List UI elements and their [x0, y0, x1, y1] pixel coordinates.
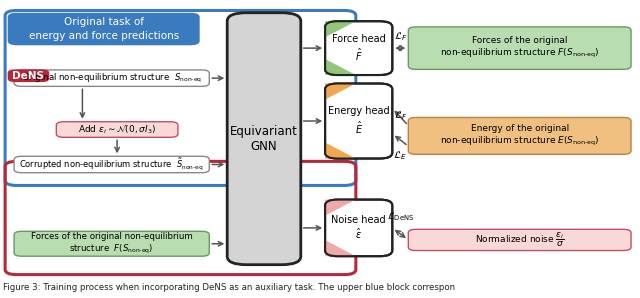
FancyBboxPatch shape: [14, 231, 209, 256]
Text: Figure 3: Training process when incorporating DeNS as an auxiliary task. The upp: Figure 3: Training process when incorpor…: [3, 283, 455, 292]
Text: $\mathcal{L}_{F}$: $\mathcal{L}_{F}$: [394, 109, 407, 122]
Text: Corrupted non-equilibrium structure  $\tilde{S}_{\mathrm{non\text{-}eq}}$: Corrupted non-equilibrium structure $\ti…: [19, 156, 204, 172]
Text: Energy of the original
non-equilibrium structure $E(S_{\mathrm{non\text{-}eq}})$: Energy of the original non-equilibrium s…: [440, 124, 600, 148]
FancyBboxPatch shape: [325, 200, 392, 256]
FancyBboxPatch shape: [408, 27, 631, 69]
Text: Forces of the original
non-equilibrium structure $F(S_{\mathrm{non\text{-}eq}})$: Forces of the original non-equilibrium s…: [440, 36, 599, 60]
Text: $\mathcal{L}_{F}$: $\mathcal{L}_{F}$: [394, 30, 407, 43]
Text: Original task of
energy and force predictions: Original task of energy and force predic…: [29, 17, 179, 41]
Text: Equivariant
GNN: Equivariant GNN: [230, 125, 298, 153]
FancyBboxPatch shape: [14, 156, 209, 173]
FancyBboxPatch shape: [408, 117, 631, 154]
FancyBboxPatch shape: [56, 122, 178, 137]
Text: Force head
$\hat{F}$: Force head $\hat{F}$: [332, 34, 385, 63]
FancyBboxPatch shape: [8, 69, 49, 82]
Polygon shape: [325, 200, 356, 216]
FancyBboxPatch shape: [325, 21, 392, 75]
Text: Energy head
$\hat{E}$: Energy head $\hat{E}$: [328, 106, 390, 136]
Polygon shape: [325, 83, 356, 100]
FancyBboxPatch shape: [325, 83, 392, 159]
Polygon shape: [325, 240, 356, 256]
Text: $\mathcal{L}_{E}$: $\mathcal{L}_{E}$: [394, 149, 407, 162]
Text: $\mathcal{L}_{\mathrm{DeNS}}$: $\mathcal{L}_{\mathrm{DeNS}}$: [387, 210, 414, 223]
FancyBboxPatch shape: [227, 13, 301, 265]
Text: Normalized noise $\dfrac{\epsilon_i}{\sigma}$: Normalized noise $\dfrac{\epsilon_i}{\si…: [475, 231, 564, 249]
Polygon shape: [325, 59, 356, 75]
Text: Original non-equilibrium structure  $S_{\mathrm{non\text{-}eq}}$: Original non-equilibrium structure $S_{\…: [22, 72, 202, 85]
FancyBboxPatch shape: [8, 13, 200, 45]
Text: Forces of the original non-equilibrium
structure  $F(S_{\mathrm{non\text{-}eq}}): Forces of the original non-equilibrium s…: [31, 232, 193, 256]
FancyBboxPatch shape: [408, 229, 631, 251]
Polygon shape: [325, 142, 356, 159]
Text: Noise head
$\hat{\epsilon}$: Noise head $\hat{\epsilon}$: [332, 215, 386, 241]
Text: DeNS: DeNS: [12, 71, 44, 81]
Polygon shape: [325, 21, 356, 37]
Text: Add $\epsilon_i \sim \mathcal{N}(0, \sigma I_3)$: Add $\epsilon_i \sim \mathcal{N}(0, \sig…: [78, 123, 156, 136]
FancyBboxPatch shape: [14, 70, 209, 86]
